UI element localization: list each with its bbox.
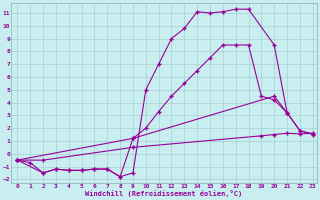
- X-axis label: Windchill (Refroidissement éolien,°C): Windchill (Refroidissement éolien,°C): [85, 190, 243, 197]
